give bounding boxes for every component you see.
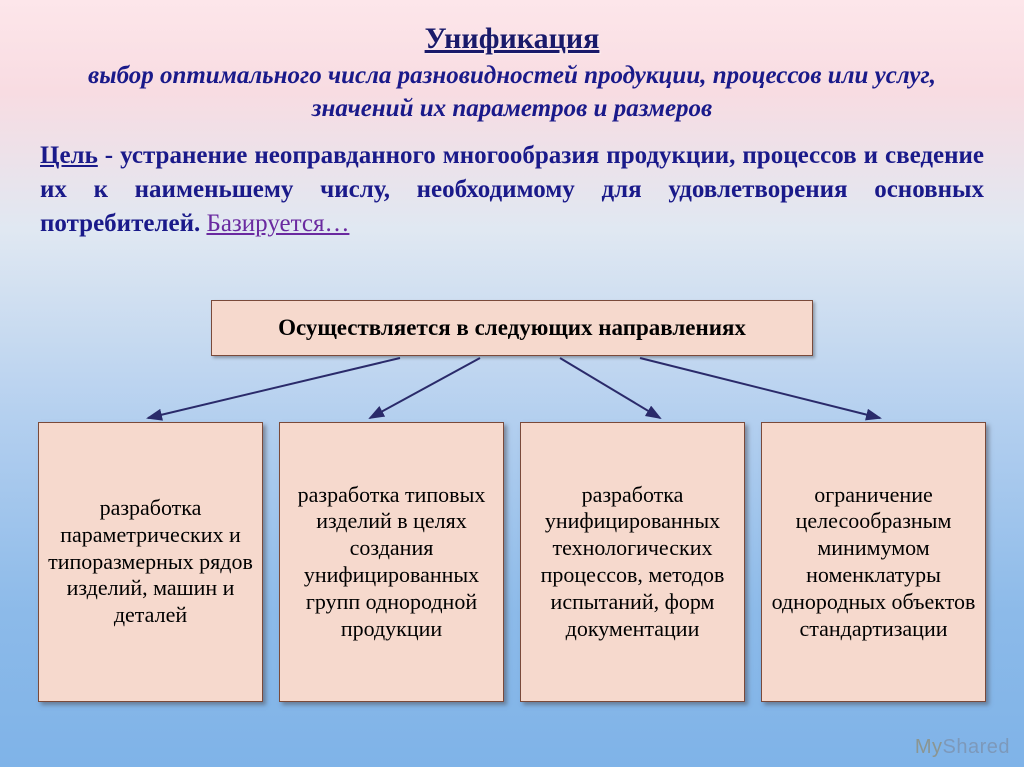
goal-sep: - [98, 142, 120, 169]
watermark: MyShared [915, 736, 1010, 759]
watermark-my: My [915, 736, 943, 758]
arrow-1 [148, 358, 400, 418]
arrow-4 [640, 358, 880, 418]
goal-text: устранение неоправданного многообразия п… [40, 142, 984, 237]
direction-box: разработка параметрических и типоразмерн… [38, 422, 263, 702]
directions-header-box: Осуществляется в следующих направлениях [211, 300, 813, 356]
arrows-svg [0, 356, 1024, 426]
goal-link[interactable]: Базируется… [206, 210, 349, 237]
direction-box: ограничение целесообразным минимумом ном… [761, 422, 986, 702]
direction-box: разработка унифицированных технологическ… [520, 422, 745, 702]
page-subtitle: выбор оптимального числа разновидностей … [0, 56, 1024, 125]
direction-boxes-row: разработка параметрических и типоразмерн… [0, 422, 1024, 702]
page-title: Унификация [0, 0, 1024, 56]
goal-label: Цель [40, 142, 98, 169]
watermark-shared: Shared [943, 736, 1011, 758]
goal-period: . [194, 210, 207, 237]
arrow-3 [560, 358, 660, 418]
arrow-2 [370, 358, 480, 418]
direction-box: разработка типовых изделий в целях созда… [279, 422, 504, 702]
goal-paragraph: Цель - устранение неоправданного многооб… [0, 125, 1024, 240]
